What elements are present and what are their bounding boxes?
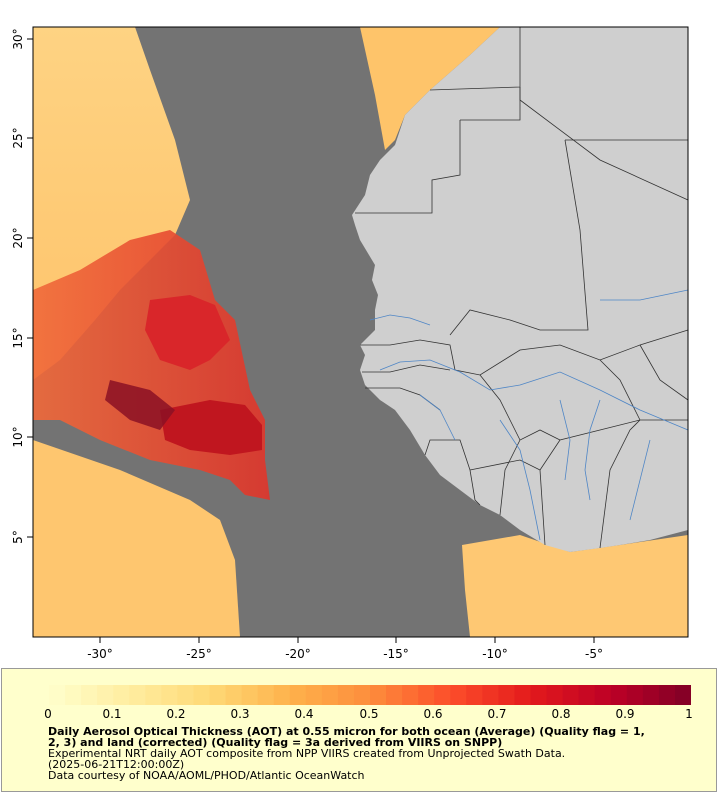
- y-tick-label: 30°: [11, 28, 25, 49]
- colorbar-tick-label: 1: [685, 707, 693, 721]
- colorbar-tick-label: 0.7: [487, 707, 507, 721]
- aot-swath-northeast: [360, 27, 500, 150]
- colorbar-swatch: [562, 685, 580, 705]
- colorbar-swatch: [209, 685, 227, 705]
- y-tick-label: 25°: [11, 127, 25, 148]
- y-tick-label: 15°: [11, 327, 25, 348]
- colorbar-swatch: [370, 685, 387, 705]
- colorbar-swatch: [482, 685, 499, 705]
- y-axis: 30° 25° 20° 15° 10° 5°: [11, 28, 33, 544]
- rivers: [369, 289, 689, 541]
- y-tick-label: 10°: [11, 426, 25, 447]
- x-tick-label: -30°: [87, 647, 113, 661]
- y-tick-label: 20°: [11, 227, 25, 248]
- x-tick-label: -10°: [482, 647, 508, 661]
- aot-map: -30° -25° -20° -15° -10° -5° 30° 25° 20°…: [11, 26, 689, 661]
- colorbar-tick-label: 0.6: [423, 707, 443, 721]
- colorbar-swatch: [177, 685, 194, 705]
- aot-swath-southwest: [33, 440, 240, 637]
- colorbar-swatch: [65, 685, 82, 705]
- colorbar-swatch: [402, 685, 419, 705]
- x-tick-label: -15°: [383, 647, 409, 661]
- legend-description: Experimental NRT daily AOT composite fro…: [48, 747, 566, 760]
- land-africa: [352, 27, 688, 552]
- colorbar-swatch: [466, 685, 483, 705]
- colorbar-swatch: [610, 685, 628, 705]
- colorbar-tick-label: 0.9: [615, 707, 635, 721]
- dust-plume-core: [145, 295, 230, 370]
- colorbar-swatch: [145, 685, 162, 705]
- colorbar-tick-label: 0.8: [551, 707, 571, 721]
- colorbar-tick-label: 0.4: [294, 707, 314, 721]
- colorbar-swatch: [273, 685, 291, 705]
- country-borders: [355, 27, 689, 549]
- colorbar-tick-label: 0.3: [230, 707, 250, 721]
- colorbar-swatch: [257, 685, 275, 705]
- colorbar-swatch: [658, 685, 676, 705]
- colorbar-swatch: [626, 685, 644, 705]
- colorbar-tick-label: 0.1: [102, 707, 122, 721]
- x-axis: -30° -25° -20° -15° -10° -5°: [87, 637, 603, 661]
- colorbar-swatch: [353, 685, 371, 705]
- x-tick-label: -25°: [186, 647, 212, 661]
- colorbar-swatch: [386, 685, 403, 705]
- colorbar-tick-label: 0.5: [359, 707, 379, 721]
- x-tick-label: -20°: [285, 647, 311, 661]
- colorbar-swatch: [97, 685, 114, 705]
- colorbar-swatch: [498, 685, 515, 705]
- map-frame: [32, 26, 689, 638]
- colorbar-swatch: [434, 685, 451, 705]
- colorbar-swatch: [161, 685, 178, 705]
- colorbar-swatch: [418, 685, 435, 705]
- colorbar-tick-label: 0.2: [166, 707, 186, 721]
- colorbar-swatch: [305, 685, 323, 705]
- colorbar-tick-label: 0: [44, 707, 52, 721]
- colorbar: [49, 685, 691, 705]
- colorbar-swatch: [321, 685, 339, 705]
- legend-title-line1: Daily Aerosol Optical Thickness (AOT) at…: [48, 725, 645, 738]
- x-tick-label: -5°: [585, 647, 603, 661]
- legend-credit: Data courtesy of NOAA/AOML/PHOD/Atlantic…: [48, 769, 365, 782]
- colorbar-swatch: [289, 685, 307, 705]
- colorbar-swatch: [578, 685, 596, 705]
- colorbar-swatch: [530, 685, 548, 705]
- legend-title-line2: 2, 3) and land (corrected) (Quality flag…: [48, 736, 503, 749]
- plot-border: [32, 26, 689, 638]
- colorbar-swatch: [81, 685, 98, 705]
- colorbar-swatch: [674, 685, 691, 705]
- dust-plume-core-south: [160, 400, 262, 455]
- colorbar-swatch: [49, 685, 66, 705]
- legend-panel: 0 0.1 0.2 0.3 0.4 0.5 0.6 0.7 0.8 0.9 1 …: [1, 668, 717, 792]
- colorbar-swatch: [225, 685, 243, 705]
- colorbar-swatch: [241, 685, 259, 705]
- colorbar-swatch: [642, 685, 660, 705]
- colorbar-swatch: [193, 685, 210, 705]
- colorbar-swatch: [514, 685, 531, 705]
- aot-swath-southeast: [462, 535, 688, 637]
- dust-plume-dark-streak: [105, 380, 175, 430]
- colorbar-swatch: [450, 685, 467, 705]
- y-tick-label: 5°: [11, 530, 25, 544]
- colorbar-swatch: [337, 685, 355, 705]
- legend-caption: Daily Aerosol Optical Thickness (AOT) at…: [48, 726, 688, 781]
- legend-date: (2025-06-21T12:00:00Z): [48, 758, 185, 771]
- colorbar-swatch: [594, 685, 612, 705]
- colorbar-swatch: [129, 685, 146, 705]
- colorbar-swatch: [546, 685, 564, 705]
- colorbar-swatch: [113, 685, 130, 705]
